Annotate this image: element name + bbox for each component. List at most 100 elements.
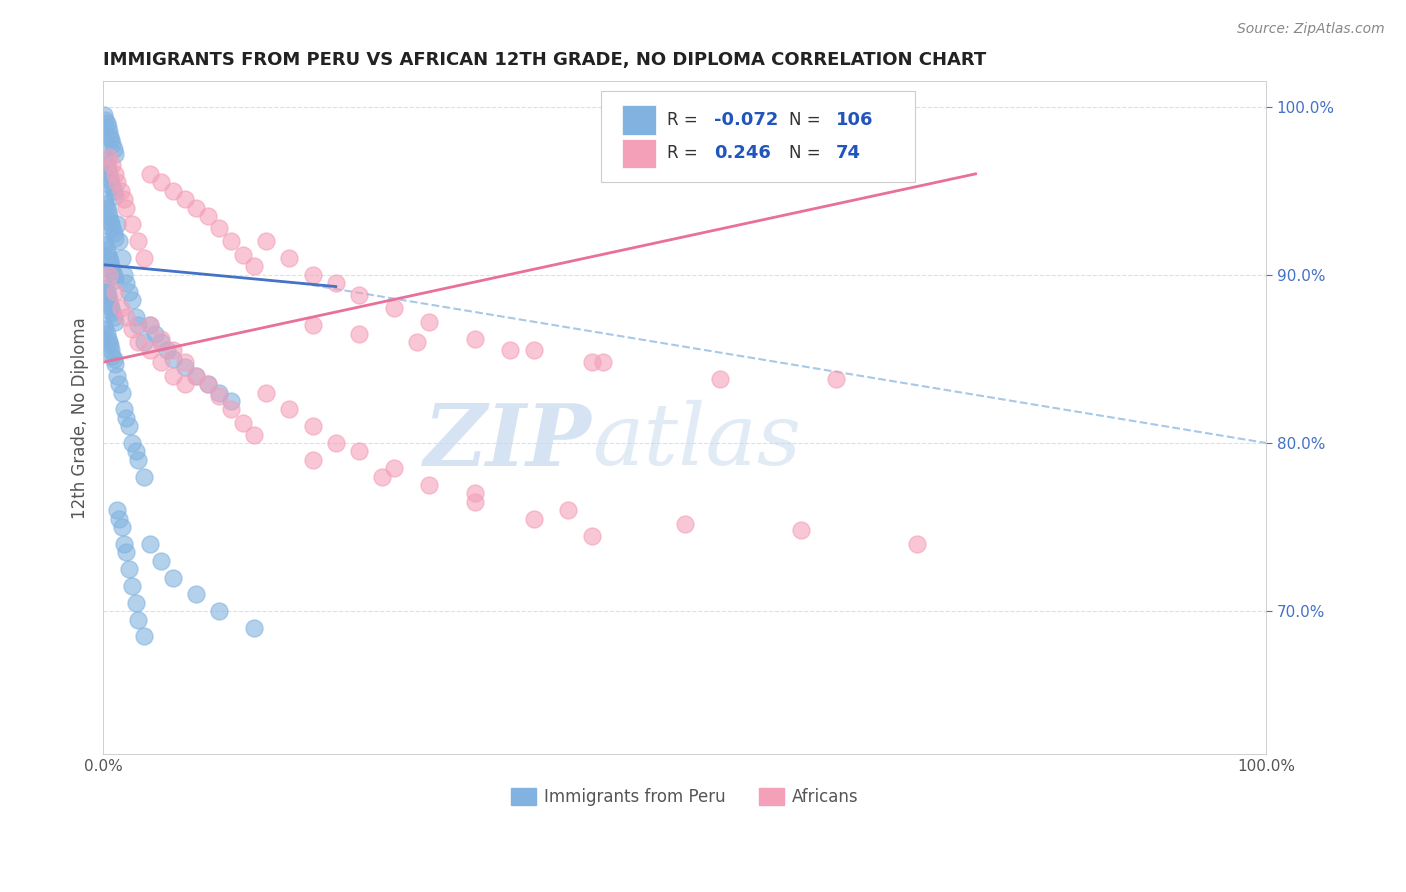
Point <box>138 318 160 333</box>
Point <box>97 288 120 302</box>
Point <box>101 349 124 363</box>
Point <box>197 377 219 392</box>
Text: -0.072: -0.072 <box>714 111 778 128</box>
Point <box>347 288 370 302</box>
Point <box>406 334 429 349</box>
Point <box>132 630 155 644</box>
Point <box>150 554 173 568</box>
Point <box>100 301 122 316</box>
Point <box>254 385 277 400</box>
Point <box>905 537 928 551</box>
Point <box>97 120 120 134</box>
Point <box>232 247 254 261</box>
Point <box>97 332 120 346</box>
Point <box>464 495 486 509</box>
Point <box>97 150 120 164</box>
Point <box>100 175 122 189</box>
Point <box>243 621 266 635</box>
Point <box>790 524 813 538</box>
Point <box>112 268 135 282</box>
Text: R =: R = <box>668 145 697 162</box>
Text: 106: 106 <box>837 111 873 128</box>
Point <box>208 604 231 618</box>
Point <box>105 368 128 383</box>
Point <box>112 402 135 417</box>
Point <box>243 260 266 274</box>
Point <box>186 587 208 601</box>
Point <box>104 146 127 161</box>
Point <box>825 372 848 386</box>
Point <box>197 377 219 392</box>
Point <box>278 402 301 417</box>
Point <box>115 310 138 324</box>
Point <box>100 260 122 274</box>
Point <box>111 251 134 265</box>
Point <box>94 237 117 252</box>
Point <box>125 310 148 324</box>
Point <box>138 343 160 358</box>
Point <box>125 596 148 610</box>
Point <box>371 469 394 483</box>
Point <box>382 461 405 475</box>
Point <box>219 234 242 248</box>
Point <box>100 343 122 358</box>
Point <box>97 167 120 181</box>
Point <box>418 478 440 492</box>
Point <box>104 167 127 181</box>
Point <box>104 285 127 299</box>
Point <box>111 520 134 534</box>
Point <box>219 394 242 409</box>
Point <box>97 209 120 223</box>
Point <box>103 268 125 282</box>
Point <box>115 201 138 215</box>
Point <box>127 318 149 333</box>
Point <box>110 301 132 316</box>
Text: 0.246: 0.246 <box>714 145 770 162</box>
Point <box>592 355 614 369</box>
Point <box>243 427 266 442</box>
FancyBboxPatch shape <box>621 105 655 135</box>
Point <box>98 129 121 144</box>
Point <box>301 268 323 282</box>
Point <box>557 503 579 517</box>
Point <box>208 220 231 235</box>
Point <box>103 184 125 198</box>
Point <box>145 326 167 341</box>
Point <box>110 184 132 198</box>
Point <box>673 516 696 531</box>
Point <box>522 343 544 358</box>
Point <box>127 334 149 349</box>
Point <box>98 338 121 352</box>
Point <box>94 281 117 295</box>
Point <box>101 158 124 172</box>
Point <box>97 203 120 218</box>
Point <box>112 537 135 551</box>
Point <box>105 175 128 189</box>
Point <box>100 133 122 147</box>
Point <box>301 318 323 333</box>
Point <box>103 226 125 240</box>
Point <box>156 343 179 358</box>
Point <box>150 332 173 346</box>
FancyBboxPatch shape <box>621 138 655 169</box>
Point <box>98 214 121 228</box>
Point <box>581 355 603 369</box>
Point <box>173 377 195 392</box>
Point <box>173 360 195 375</box>
Point <box>115 545 138 559</box>
Text: IMMIGRANTS FROM PERU VS AFRICAN 12TH GRADE, NO DIPLOMA CORRELATION CHART: IMMIGRANTS FROM PERU VS AFRICAN 12TH GRA… <box>103 51 987 69</box>
Point <box>464 332 486 346</box>
Point <box>150 355 173 369</box>
Point <box>105 503 128 517</box>
Point <box>118 562 141 576</box>
Text: ZIP: ZIP <box>423 400 592 483</box>
Point <box>104 315 127 329</box>
Point <box>93 276 115 290</box>
Point <box>162 184 184 198</box>
Point <box>121 579 143 593</box>
Point <box>418 315 440 329</box>
Point <box>96 158 118 172</box>
Point <box>96 243 118 257</box>
Point <box>97 334 120 349</box>
Point <box>132 251 155 265</box>
